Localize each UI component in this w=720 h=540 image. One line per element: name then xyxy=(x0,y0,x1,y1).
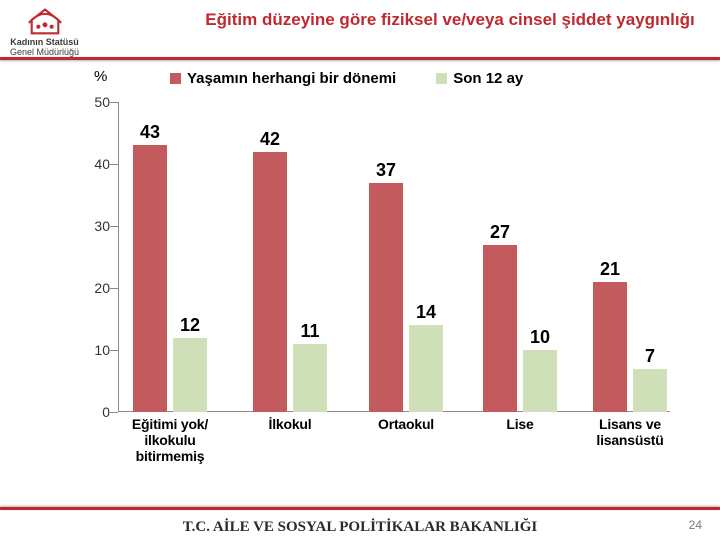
y-tick xyxy=(110,226,118,227)
bar-group: 42 11 xyxy=(246,102,334,412)
bar-value-label: 42 xyxy=(253,129,287,150)
org-name-line1: Kadının Statüsü xyxy=(10,37,79,47)
y-tick-label: 40 xyxy=(70,156,110,172)
bar-group: 43 12 xyxy=(126,102,214,412)
chart: % Yaşamın herhangi bir dönemi Son 12 ay … xyxy=(60,70,680,470)
bar-value-label: 43 xyxy=(133,122,167,143)
bar-value-label: 21 xyxy=(593,259,627,280)
bar-value-label: 11 xyxy=(293,321,327,342)
legend-label-lifetime: Yaşamın herhangi bir dönemi xyxy=(187,70,396,87)
bar-value-label: 37 xyxy=(369,160,403,181)
bar-last12 xyxy=(173,338,207,412)
header: Kadının Statüsü Genel Müdürlüğü Eğitim d… xyxy=(0,0,720,60)
y-tick-label: 20 xyxy=(70,280,110,296)
bar-lifetime xyxy=(593,282,627,412)
y-tick-label: 10 xyxy=(70,342,110,358)
y-tick-label: 30 xyxy=(70,218,110,234)
org-name-line2: Genel Müdürlüğü xyxy=(10,47,79,57)
plot-area: 4312421137142710217 01020304050 xyxy=(118,102,670,412)
bar-last12 xyxy=(523,350,557,412)
category-label: Lise xyxy=(476,416,564,432)
legend-item-lifetime: Yaşamın herhangi bir dönemi xyxy=(170,70,396,87)
bar-value-label: 10 xyxy=(523,327,557,348)
bar-lifetime xyxy=(369,183,403,412)
slide: Kadının Statüsü Genel Müdürlüğü Eğitim d… xyxy=(0,0,720,540)
bar-value-label: 27 xyxy=(483,222,517,243)
bar-last12 xyxy=(409,325,443,412)
legend-swatch-last12 xyxy=(436,73,447,84)
category-label: Eğitimi yok/ ilkokulu bitirmemiş xyxy=(115,416,225,464)
page-number: 24 xyxy=(689,518,702,532)
bar-value-label: 7 xyxy=(633,346,667,367)
bar-lifetime xyxy=(483,245,517,412)
bar-lifetime xyxy=(253,152,287,412)
category-label: Ortaokul xyxy=(362,416,450,432)
bar-groups: 43 12 42 11 37 14 27 10 21 7 xyxy=(118,102,670,412)
bar-group: 37 14 xyxy=(362,102,450,412)
y-tick xyxy=(110,412,118,413)
y-axis-unit: % xyxy=(94,68,107,85)
bar-last12 xyxy=(633,369,667,412)
bar-value-label: 14 xyxy=(409,302,443,323)
y-tick-label: 50 xyxy=(70,94,110,110)
y-tick xyxy=(110,102,118,103)
bar-value-label: 12 xyxy=(173,315,207,336)
y-tick xyxy=(110,350,118,351)
legend-item-last12: Son 12 ay xyxy=(436,70,523,87)
slide-title: Eğitim düzeyine göre fiziksel ve/veya ci… xyxy=(200,10,700,30)
bar-last12 xyxy=(293,344,327,412)
bar-lifetime xyxy=(133,145,167,412)
legend-swatch-lifetime xyxy=(170,73,181,84)
legend-label-last12: Son 12 ay xyxy=(453,70,523,87)
footer-ministry: T.C. AİLE VE SOSYAL POLİTİKALAR BAKANLIĞ… xyxy=(0,519,720,536)
category-label: Lisans ve lisansüstü xyxy=(580,416,680,448)
footer-divider xyxy=(0,507,720,510)
bar-group: 21 7 xyxy=(586,102,674,412)
header-divider xyxy=(0,57,720,60)
legend: Yaşamın herhangi bir dönemi Son 12 ay xyxy=(170,70,523,87)
y-tick xyxy=(110,288,118,289)
logo-icon xyxy=(26,6,64,36)
y-tick xyxy=(110,164,118,165)
category-label: İlkokul xyxy=(246,416,334,432)
y-tick-label: 0 xyxy=(70,404,110,420)
org-logo: Kadının Statüsü Genel Müdürlüğü xyxy=(10,6,79,57)
bar-group: 27 10 xyxy=(476,102,564,412)
